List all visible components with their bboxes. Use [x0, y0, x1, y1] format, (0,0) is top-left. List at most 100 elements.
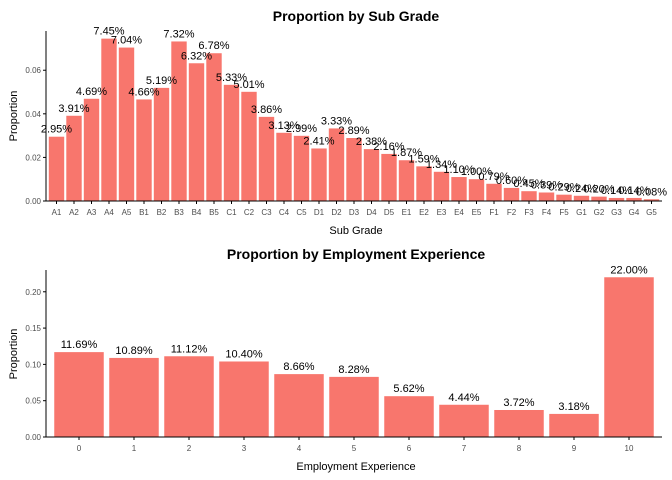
data-label-D3: 2.89% — [338, 125, 369, 137]
y-tick-label: 0.06 — [25, 66, 41, 75]
bar-9 — [549, 413, 599, 437]
x-tick-label: G4 — [629, 208, 640, 217]
data-label-A3: 4.69% — [76, 86, 107, 98]
data-label-D1: 2.41% — [303, 135, 334, 147]
data-label-B5: 6.78% — [198, 40, 229, 52]
x-tick-label: D2 — [331, 208, 342, 217]
bar-B4 — [188, 63, 205, 202]
x-tick-label: D3 — [349, 208, 360, 217]
bar-G2 — [591, 196, 607, 201]
x-tick-label: G1 — [576, 208, 587, 217]
bar-A4 — [101, 38, 117, 201]
data-label-10: 22.00% — [610, 264, 648, 276]
x-tick-label: F1 — [489, 208, 499, 217]
bar-2 — [164, 356, 214, 437]
y-tick-label: 0.00 — [25, 433, 41, 442]
x-tick-label: 7 — [462, 444, 467, 453]
bar-G3 — [608, 197, 625, 201]
bar-C5 — [293, 135, 310, 201]
x-tick-label: B4 — [192, 208, 202, 217]
data-label-D4: 2.38% — [356, 136, 387, 148]
x-tick-label: E1 — [402, 208, 412, 217]
y-tick-label: 0.00 — [25, 197, 41, 206]
x-tick-label: D4 — [366, 208, 377, 217]
x-tick-label: 10 — [625, 444, 634, 453]
bar-E5 — [468, 179, 485, 201]
x-tick-label: D5 — [384, 208, 395, 217]
x-tick-label: F5 — [559, 208, 569, 217]
data-label-A5: 7.04% — [111, 35, 142, 47]
x-tick-label: 4 — [297, 444, 302, 453]
data-label-3: 10.40% — [225, 348, 263, 360]
data-label-A1: 2.95% — [41, 124, 72, 136]
data-label-D5: 2.16% — [373, 141, 404, 153]
y-axis-title: Proportion — [8, 329, 20, 380]
x-tick-label: 8 — [517, 444, 522, 453]
data-label-C2: 5.01% — [233, 79, 264, 91]
bar-E3 — [433, 171, 450, 201]
data-label-F1: 0.79% — [478, 171, 509, 183]
data-label-G4: 0.14% — [618, 185, 649, 197]
data-label-7: 4.44% — [448, 392, 479, 404]
x-tick-label: 9 — [572, 444, 577, 453]
bar-1 — [109, 357, 159, 437]
x-tick-label: C1 — [226, 208, 237, 217]
bar-D5 — [381, 153, 397, 201]
bar-B3 — [171, 41, 187, 202]
data-label-4: 8.66% — [283, 361, 314, 373]
bar-B2 — [153, 87, 170, 201]
y-tick-label: 0.04 — [25, 110, 41, 119]
data-label-D2: 3.33% — [321, 115, 352, 127]
data-label-G5: 0.08% — [636, 186, 667, 198]
employment-experience-chart: Proportion by Employment Experience Empl… — [8, 246, 662, 473]
bar-E1 — [398, 160, 415, 201]
y-tick-label: 0.02 — [25, 153, 41, 162]
bar-C2 — [241, 91, 257, 201]
data-label-1: 10.89% — [115, 345, 153, 357]
x-tick-label: A2 — [69, 208, 79, 217]
bar-7 — [439, 404, 489, 437]
data-label-C1: 5.33% — [216, 72, 247, 84]
x-tick-label: A4 — [104, 208, 114, 217]
bar-D3 — [346, 138, 362, 201]
x-tick-label: C4 — [279, 208, 290, 217]
data-label-0: 11.69% — [61, 339, 98, 351]
bar-D2 — [328, 128, 345, 201]
data-label-G2: 0.20% — [583, 184, 614, 196]
data-label-F4: 0.39% — [531, 180, 562, 192]
x-tick-label: 6 — [407, 444, 412, 453]
x-tick-label: 3 — [242, 444, 247, 453]
data-label-E1: 1.87% — [391, 147, 422, 159]
x-tick-label: B5 — [209, 208, 219, 217]
x-tick-label: C2 — [244, 208, 255, 217]
bar-G1 — [573, 195, 590, 201]
bar-A2 — [66, 115, 82, 201]
x-tick-label: A5 — [122, 208, 132, 217]
data-label-A2: 3.91% — [58, 103, 89, 115]
bar-10 — [604, 277, 654, 437]
bar-3 — [219, 361, 269, 437]
bar-F3 — [521, 191, 537, 201]
bar-6 — [384, 396, 434, 437]
bar-F2 — [503, 187, 520, 201]
x-tick-label: B2 — [157, 208, 167, 217]
data-label-B1: 4.66% — [128, 86, 159, 98]
bar-G4 — [626, 197, 642, 201]
x-tick-label: F3 — [524, 208, 534, 217]
bar-C1 — [223, 84, 240, 201]
x-axis-title: Sub Grade — [329, 225, 382, 237]
x-tick-label: B1 — [139, 208, 149, 217]
y-tick-label: 0.10 — [25, 360, 41, 369]
data-label-E5: 1.00% — [461, 166, 492, 178]
bar-G5 — [643, 199, 660, 201]
x-tick-label: G5 — [646, 208, 657, 217]
x-tick-label: 5 — [352, 444, 357, 453]
y-axis-title: Proportion — [8, 91, 20, 142]
x-tick-label: E2 — [419, 208, 429, 217]
bar-F5 — [556, 194, 572, 201]
x-tick-label: E3 — [437, 208, 447, 217]
x-tick-label: G3 — [611, 208, 622, 217]
data-label-F2: 0.60% — [496, 175, 527, 187]
x-tick-label: A1 — [52, 208, 62, 217]
bar-D4 — [363, 149, 380, 201]
